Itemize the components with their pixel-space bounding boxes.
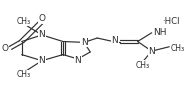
Text: N: N: [81, 38, 87, 47]
Text: CH₃: CH₃: [16, 17, 30, 26]
Text: CH₃: CH₃: [136, 61, 150, 70]
Text: ·HCl: ·HCl: [162, 17, 180, 26]
Text: CH₃: CH₃: [16, 70, 30, 79]
Text: N: N: [39, 56, 45, 65]
Text: N: N: [39, 31, 45, 40]
Text: N: N: [74, 56, 81, 65]
Text: O: O: [2, 44, 8, 53]
Text: N: N: [148, 47, 155, 56]
Text: CH₃: CH₃: [171, 44, 185, 53]
Text: N: N: [111, 36, 118, 45]
Text: NH: NH: [153, 28, 167, 37]
Text: O: O: [38, 14, 45, 23]
